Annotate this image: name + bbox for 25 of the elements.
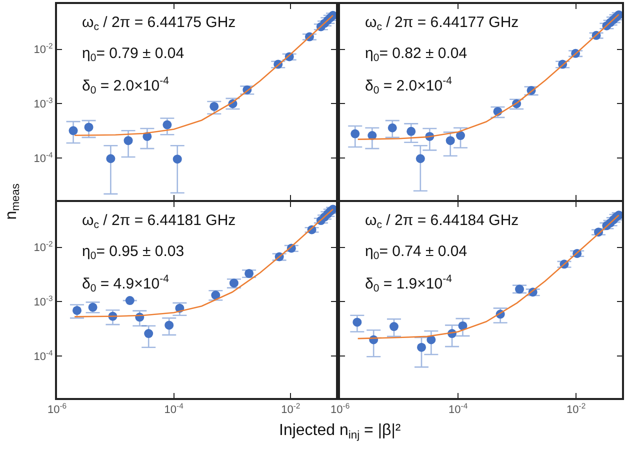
y-tick-label: 10$^{-3}$ xyxy=(34,96,53,111)
x-tick-label: 10$^{-4}$ xyxy=(448,402,468,416)
annotation: η$_{0}$= 0.79 ± 0.04 xyxy=(82,45,184,64)
annotation: η$_{0}$= 0.82 ± 0.04 xyxy=(365,45,468,64)
x-tick-label: 10$^{-6}$ xyxy=(47,402,67,416)
x-axis-title: Injected n$_{inj}$ = |β|² xyxy=(279,422,402,442)
annotation: η$_{0}$= 0.95 ± 0.03 xyxy=(82,243,184,262)
annotation: ω$_{c}$ / 2π = 6.44177 GHz xyxy=(365,14,519,34)
annotation: ω$_{c}$ / 2π = 6.44184 GHz xyxy=(365,212,519,232)
annotation: δ$_{0}$ = 2.0×10$^{-4}$ xyxy=(365,75,452,96)
annotation: δ$_{0}$ = 4.9×10$^{-4}$ xyxy=(82,273,170,294)
y-tick-label: 10$^{-4}$ xyxy=(34,348,54,363)
x-tick-label: 10$^{-6}$ xyxy=(330,402,350,416)
annotation: η$_{0}$= 0.74 ± 0.04 xyxy=(365,243,468,262)
y-tick-label: 10$^{-2}$ xyxy=(34,42,53,56)
x-tick-label: 10$^{-2}$ xyxy=(281,402,300,416)
annotation: ω$_{c}$ / 2π = 6.44181 GHz xyxy=(82,212,236,232)
x-tick-label: 10$^{-4}$ xyxy=(164,402,184,416)
y-tick-label: 10$^{-2}$ xyxy=(34,240,53,254)
annotation: δ$_{0}$ = 2.0×10$^{-4}$ xyxy=(82,75,170,96)
annotation: ω$_{c}$ / 2π = 6.44175 GHz xyxy=(82,14,236,34)
annotation: δ$_{0}$ = 1.9×10$^{-4}$ xyxy=(365,273,452,294)
x-tick-label: 10$^{-2}$ xyxy=(566,402,586,416)
y-tick-label: 10$^{-3}$ xyxy=(34,294,53,309)
y-tick-label: 10$^{-4}$ xyxy=(34,150,54,165)
